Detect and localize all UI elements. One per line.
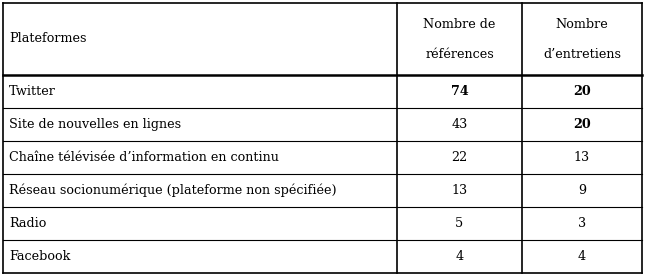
- Text: Twitter: Twitter: [9, 85, 56, 98]
- Text: Réseau socionumérique (plateforme non spécifiée): Réseau socionumérique (plateforme non sp…: [9, 184, 337, 197]
- Text: 9: 9: [578, 184, 586, 197]
- Text: 4: 4: [578, 250, 586, 263]
- Text: 20: 20: [573, 118, 591, 131]
- Text: Nombre

d’entretiens: Nombre d’entretiens: [543, 17, 621, 60]
- Text: Chaîne télévisée d’information en continu: Chaîne télévisée d’information en contin…: [9, 151, 279, 164]
- Text: 20: 20: [573, 85, 591, 98]
- Text: 74: 74: [451, 85, 468, 98]
- Text: 4: 4: [455, 250, 464, 263]
- Text: Nombre de

références: Nombre de références: [423, 17, 496, 60]
- Text: 13: 13: [451, 184, 468, 197]
- Text: Plateformes: Plateformes: [9, 33, 86, 46]
- Text: Radio: Radio: [9, 217, 46, 230]
- Text: 3: 3: [578, 217, 586, 230]
- Text: Site de nouvelles en lignes: Site de nouvelles en lignes: [9, 118, 181, 131]
- Text: 43: 43: [451, 118, 468, 131]
- Text: 5: 5: [455, 217, 464, 230]
- Text: 13: 13: [574, 151, 590, 164]
- Text: 22: 22: [451, 151, 468, 164]
- Text: Facebook: Facebook: [9, 250, 70, 263]
